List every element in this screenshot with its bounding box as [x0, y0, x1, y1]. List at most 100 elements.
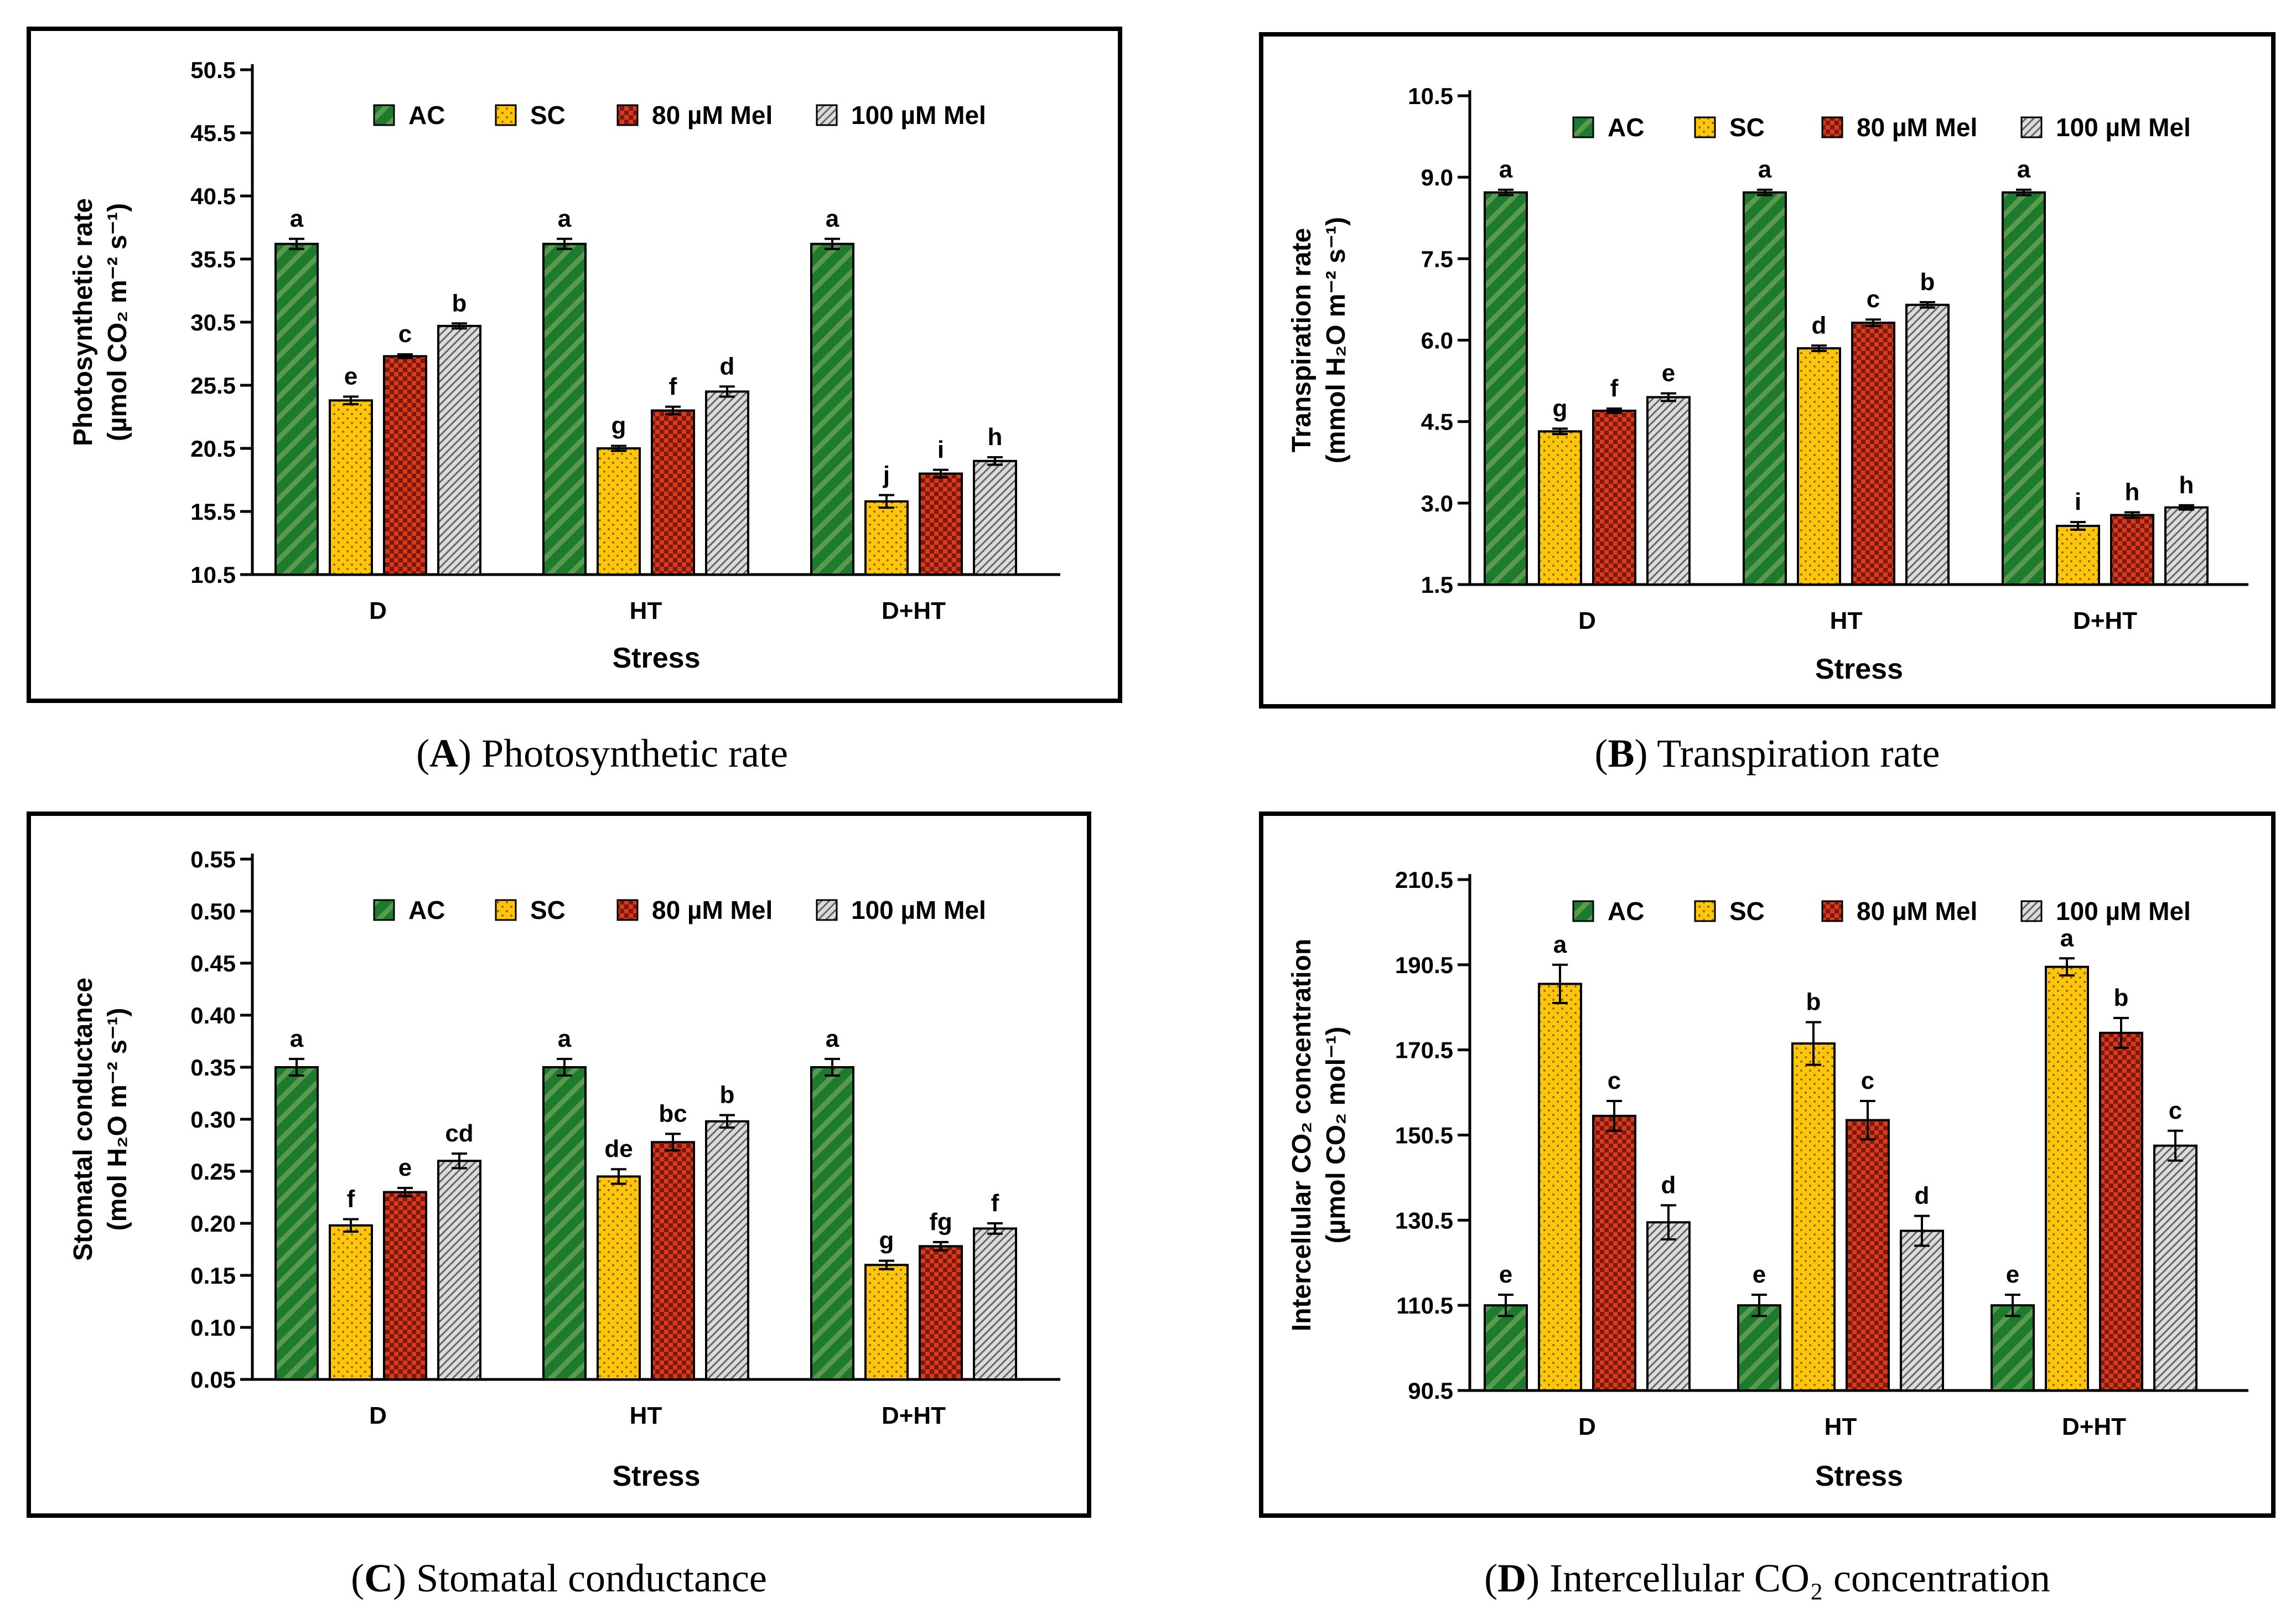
- y-axis-label-line1: Stomatal conductance: [69, 978, 98, 1261]
- bar-mel100-d-ht: [973, 459, 1017, 576]
- significance-letter: d: [1812, 312, 1827, 339]
- significance-letter: d: [1915, 1182, 1930, 1209]
- caption-b-text: Transpiration rate: [1657, 731, 1940, 776]
- bar-mel80-d-ht: [2110, 514, 2154, 586]
- x-tick-label-d-ht: D+HT: [2062, 1413, 2126, 1440]
- x-tick-label-d-ht: D+HT: [882, 1402, 946, 1429]
- bar-mel100-ht: [705, 390, 749, 576]
- y-axis-label: Stomatal conductance (mol H₂O m⁻² s⁻¹): [69, 978, 132, 1261]
- legend-label-mel80: 80 µM Mel: [652, 896, 773, 924]
- significance-letter: g: [611, 412, 626, 439]
- chart-panel-a: 10.5 15.5 20.5 25.5 30.5 35.5 40.5 45.5 50.5 Phot…: [27, 27, 1122, 703]
- significance-letter: f: [669, 373, 677, 400]
- y-tick-label: 190.5: [1395, 952, 1453, 978]
- caption-d: (D) Intercellular CO₂ concentration: [1484, 1556, 2050, 1600]
- bar-ac-ht: [542, 242, 587, 576]
- y-tick-label: 0.50: [190, 898, 236, 924]
- error-bar: [2113, 1016, 2129, 1049]
- error-bar: [665, 405, 681, 416]
- bar-mel100-d-ht: [2153, 1144, 2197, 1392]
- y-tick-label: 10.5: [190, 562, 236, 588]
- y-tick-label: 0.35: [190, 1054, 236, 1081]
- error-bar: [879, 494, 894, 509]
- legend-swatch-mel100: [816, 104, 838, 126]
- bar-ac-d-ht: [810, 242, 854, 576]
- significance-letter: a: [2060, 924, 2074, 952]
- y-tick-label: 0.10: [190, 1315, 236, 1341]
- y-tick-label: 25.5: [190, 373, 236, 399]
- y-tick-label: 90.5: [1408, 1378, 1453, 1404]
- x-tick-label-d: D: [369, 1402, 387, 1429]
- bar-mel80-d: [383, 1191, 427, 1381]
- error-bar: [1914, 1214, 1930, 1247]
- caption-a-text: Photosynthetic rate: [481, 731, 788, 776]
- bar-ac-ht: [1743, 191, 1787, 586]
- y-axis-label-line2: (mol H₂O m⁻² s⁻¹): [103, 1008, 132, 1231]
- error-bar: [1552, 427, 1568, 436]
- error-bar: [397, 353, 413, 359]
- significance-letter: j: [883, 461, 890, 488]
- caption-b: (B) Transpiration rate: [1594, 731, 1940, 776]
- bar-ac-d: [274, 242, 319, 576]
- x-tick-label-d-ht: D+HT: [882, 597, 946, 624]
- y-axis-label-line2: (µmol CO₂ mol⁻¹): [1321, 1027, 1351, 1244]
- bar-mel100-ht: [705, 1120, 749, 1381]
- bar-mel80-d-ht: [2099, 1031, 2143, 1392]
- bar-sc-ht: [1791, 1042, 1836, 1392]
- bar-sc-ht: [597, 447, 641, 576]
- bar-sc-ht: [597, 1175, 641, 1381]
- significance-letter: f: [347, 1185, 355, 1212]
- error-bar: [987, 456, 1003, 466]
- significance-letter: e: [1499, 1261, 1512, 1288]
- caption-a-letter: A: [429, 731, 459, 776]
- chart-panel-d: 90.5 110.5 130.5 150.5 170.5 190.5 210.5 Interc…: [1259, 811, 2276, 1518]
- significance-letter: a: [1553, 931, 1567, 958]
- y-tick-label: 35.5: [190, 246, 236, 272]
- significance-letter: a: [826, 1025, 839, 1052]
- chart-svg-c: 0.05 0.10 0.15 0.20 0.25 0.30 0.35 0.40 0.45 0.50…: [69, 846, 1060, 1492]
- error-bar: [1920, 301, 1935, 309]
- bar-mel100-d: [437, 324, 481, 576]
- legend-swatch-ac: [373, 104, 395, 126]
- significance-letter: a: [1499, 156, 1513, 183]
- significance-letter: b: [2114, 984, 2129, 1011]
- bar-ac-d-ht: [810, 1066, 854, 1381]
- y-tick-label: 15.5: [190, 499, 236, 525]
- legend-swatch-mel100: [2020, 900, 2043, 922]
- significance-letter: g: [879, 1227, 894, 1254]
- significance-letter: c: [1867, 286, 1880, 313]
- significance-letter: a: [2017, 156, 2031, 183]
- legend-label-mel100: 100 µM Mel: [2056, 113, 2191, 142]
- y-tick-label: 1.5: [1421, 572, 1453, 598]
- bar-mel100-ht: [1900, 1229, 1944, 1392]
- x-tick-label-d: D: [1578, 1413, 1596, 1440]
- significance-letter: f: [991, 1190, 999, 1217]
- significance-letter: de: [604, 1135, 633, 1162]
- y-tick-label: 4.5: [1421, 409, 1453, 435]
- error-bar: [1860, 1099, 1875, 1141]
- bar-mel100-d: [1646, 1221, 1691, 1392]
- significance-letter: c: [398, 321, 412, 348]
- bar-mel80-d-ht: [919, 1245, 963, 1381]
- y-tick-label: 10.5: [1408, 83, 1453, 109]
- bar-mel80-d: [383, 355, 427, 576]
- bar-sc-d-ht: [2045, 965, 2089, 1392]
- error-bar: [452, 322, 467, 330]
- error-bar: [665, 1133, 681, 1152]
- caption-d-letter: D: [1497, 1556, 1527, 1600]
- significance-letter: b: [1806, 989, 1821, 1016]
- significance-letter: i: [2075, 488, 2081, 515]
- significance-letter: b: [720, 1081, 735, 1108]
- legend-swatch-mel80: [1821, 116, 1843, 138]
- y-tick-label: 6.0: [1421, 328, 1453, 354]
- error-bar: [2168, 1129, 2183, 1162]
- error-bar: [719, 1114, 735, 1129]
- error-bar: [289, 1057, 304, 1077]
- significance-letter: e: [344, 363, 357, 390]
- bar-ac-d: [1484, 1304, 1528, 1392]
- error-bar: [1751, 1293, 1767, 1317]
- bar-mel100-ht: [1905, 303, 1950, 586]
- caption-c-text: Stomatal conductance: [416, 1556, 767, 1600]
- chart-svg-b: 1.5 3.0 4.5 6.0 7.5 9.0 10.5 Transpiration rate…: [1287, 83, 2248, 685]
- y-tick-label: 7.5: [1421, 246, 1453, 272]
